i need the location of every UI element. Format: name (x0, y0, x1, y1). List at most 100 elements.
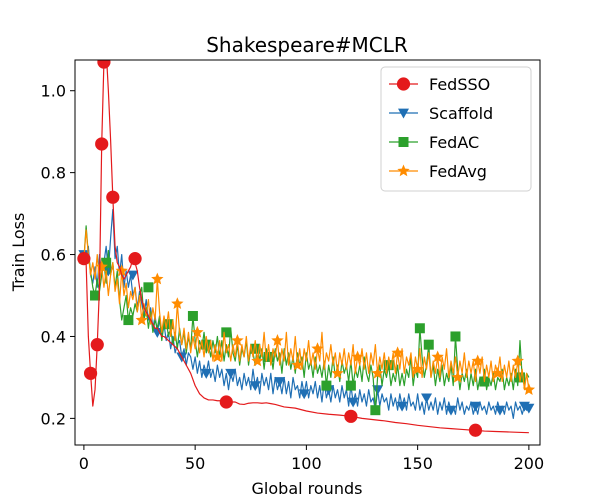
data-point-fedac (123, 315, 134, 326)
data-point-fedac (250, 343, 261, 354)
series-layer (77, 60, 536, 437)
data-point-fedavg (411, 362, 424, 375)
legend-marker-fedavg (397, 164, 410, 177)
data-point-fedsso (77, 252, 91, 266)
series-line-fedac (83, 225, 530, 411)
data-point-fedavg (271, 334, 284, 346)
data-point-fedavg (211, 350, 224, 363)
data-point-fedsso (97, 60, 111, 69)
data-point-fedsso (95, 137, 109, 151)
legend-item-scaffold: Scaffold (389, 104, 493, 123)
data-point-fedavg (291, 358, 304, 371)
x-axis-title: Global rounds (252, 479, 363, 498)
legend-label-scaffold: Scaffold (429, 104, 493, 123)
data-point-fedavg (391, 346, 404, 359)
legend-label-fedsso: FedSSO (429, 75, 490, 94)
data-point-fedac (221, 327, 232, 338)
data-point-fedsso (219, 395, 233, 409)
data-point-fedsso (344, 409, 358, 423)
data-point-fedavg (371, 366, 384, 379)
y-tick-label: 0.8 (41, 164, 66, 183)
data-point-fedavg (431, 350, 444, 363)
data-point-fedavg (251, 354, 264, 367)
data-point-fedavg (331, 366, 344, 379)
data-point-fedac (370, 405, 381, 416)
data-point-fedac (263, 351, 274, 362)
data-point-fedavg (451, 370, 464, 383)
legend-label-fedac: FedAC (429, 133, 479, 152)
x-tick-label: 200 (514, 454, 545, 473)
series-line-fedsso (83, 60, 529, 434)
data-point-scaffold (200, 368, 212, 379)
data-point-scaffold (494, 405, 506, 416)
chart-title: Shakespeare#MCLR (206, 33, 408, 57)
data-point-scaffold (249, 381, 261, 392)
data-point-fedsso (90, 338, 104, 352)
series-line-fedavg (83, 229, 530, 391)
data-point-scaffold (151, 327, 163, 338)
data-point-fedac (187, 310, 198, 321)
data-point-scaffold (274, 377, 286, 388)
data-point-fedac (321, 380, 332, 391)
data-point-fedac (345, 380, 356, 391)
legend-label-fedavg: FedAvg (429, 162, 487, 181)
data-point-fedac (450, 331, 461, 342)
data-point-fedavg (522, 383, 536, 395)
data-point-fedsso (106, 190, 120, 204)
legend-item-fedac: FedAC (389, 133, 479, 152)
data-point-fedac (201, 339, 212, 350)
data-point-fedac (163, 319, 174, 330)
data-point-fedsso (128, 252, 142, 266)
data-point-scaffold (225, 368, 237, 379)
data-point-fedavg (171, 297, 184, 309)
x-axis: 0 50 100 150 200 (79, 445, 544, 473)
data-point-fedavg (491, 366, 504, 379)
data-point-fedac (90, 290, 101, 301)
plot-frame (74, 59, 541, 446)
x-tick-label: 100 (291, 454, 322, 473)
data-point-fedavg (135, 313, 148, 326)
data-point-fedavg (151, 272, 164, 285)
y-axis-title: Train Loss (9, 213, 28, 293)
data-point-fedac (101, 257, 112, 268)
data-point-scaffold (396, 401, 408, 412)
data-point-fedsso (468, 423, 483, 437)
data-point-scaffold (523, 403, 535, 414)
data-point-fedavg (511, 354, 524, 367)
data-point-fedsso (83, 366, 98, 380)
data-point-scaffold (127, 270, 139, 281)
data-point-fedavg (351, 350, 364, 363)
legend-marker-fedac (398, 137, 409, 147)
legend-box (380, 66, 532, 192)
y-tick-label: 0.6 (41, 246, 66, 265)
data-point-fedac (143, 282, 154, 293)
data-point-fedavg (311, 342, 324, 355)
data-point-scaffold (372, 385, 384, 396)
series-fedac (78, 225, 530, 416)
data-point-scaffold (469, 401, 481, 412)
x-tick-label: 50 (185, 454, 205, 473)
y-tick-label: 0.4 (41, 327, 66, 346)
legend-item-fedavg: FedAvg (389, 162, 487, 181)
data-point-fedac (423, 339, 434, 350)
y-tick-label: 0.2 (41, 409, 66, 428)
series-fedsso (77, 60, 529, 437)
legend-marker-scaffold (398, 108, 409, 119)
legend: FedSSO Scaffold FedAC FedAvg (380, 66, 532, 192)
y-axis: 0.2 0.4 0.6 0.8 1.0 (41, 82, 75, 428)
data-point-fedac (414, 323, 425, 334)
data-point-fedavg (191, 325, 204, 338)
data-point-fedavg (115, 264, 128, 277)
data-point-scaffold (445, 405, 457, 416)
x-tick-label: 150 (402, 454, 433, 473)
data-point-scaffold (421, 393, 433, 404)
data-point-fedac (383, 360, 394, 371)
x-tick-label: 0 (79, 454, 89, 473)
y-tick-label: 1.0 (41, 82, 66, 101)
data-point-scaffold (347, 397, 359, 408)
data-point-fedavg (231, 334, 244, 346)
data-point-scaffold (298, 389, 310, 400)
legend-item-fedsso: FedSSO (389, 75, 490, 94)
data-point-fedavg (95, 260, 108, 273)
